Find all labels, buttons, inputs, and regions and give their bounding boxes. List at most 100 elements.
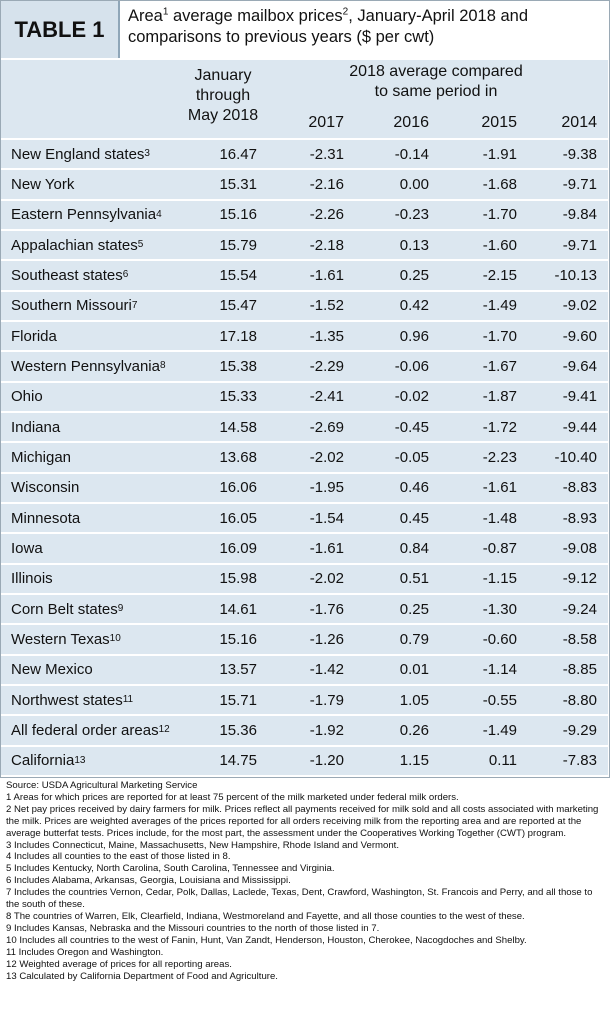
value-cell: -1.87 [482, 388, 517, 406]
footnote: 13 Calculated by California Department o… [6, 970, 278, 982]
footnote: 5 Includes Kentucky, North Carolina, Sou… [6, 863, 335, 875]
value-cell: -1.70 [482, 327, 517, 345]
table-row: Western Texas 10 15.16 -1.26 0.79 -0.60 -8.58 [1, 623, 608, 654]
value-cell: 15.54 [219, 266, 257, 284]
value-cell: 16.09 [219, 539, 257, 557]
value-cell: -1.61 [309, 539, 344, 557]
footnotes: Source: USDA Agricultural Marketing Serv… [6, 780, 606, 982]
value-cell: 16.47 [219, 145, 257, 163]
value-cell: 15.33 [219, 388, 257, 406]
value-cell: -1.42 [309, 661, 344, 679]
value-cell: -9.64 [562, 357, 597, 375]
row-label: Iowa [11, 534, 181, 562]
row-name: Corn Belt states [11, 600, 118, 618]
row-name: Florida [11, 327, 57, 345]
value-cell: -9.71 [562, 236, 597, 254]
value-cell: 14.75 [219, 752, 257, 770]
value-cell: 0.51 [399, 570, 429, 588]
title-superscript: 2 [342, 6, 349, 18]
value-cell: -2.23 [482, 448, 517, 466]
value-cell: -0.06 [394, 357, 429, 375]
value-cell: -2.29 [309, 357, 344, 375]
value-cell: 0.11 [488, 752, 517, 770]
row-label: Southeast states 6 [11, 266, 129, 284]
table-row: Illinois 15.98 -2.02 0.51 -1.15 -9.12 [1, 562, 608, 593]
header-line: 2018 average compared [349, 63, 523, 80]
table-row: Southeast states 6 15.54 -1.61 0.25 -2.15 -10.… [1, 259, 608, 290]
row-label: Illinois [11, 565, 181, 593]
header-line: January [194, 67, 252, 84]
year-header: 2017 [308, 114, 344, 131]
value-cell: 0.01 [399, 661, 429, 679]
row-name: New Mexico [11, 661, 93, 679]
value-cell: 0.45 [399, 509, 429, 527]
table-row: New York 15.31 -2.16 0.00 -1.68 -9.71 [1, 168, 608, 199]
footnote: 3 Includes Connecticut, Maine, Massachus… [6, 839, 400, 851]
value-cell: 14.58 [219, 418, 257, 436]
value-cell: 17.18 [219, 327, 257, 345]
value-cell: 15.71 [219, 691, 257, 709]
value-cell: 16.05 [219, 509, 257, 527]
year-header: 2016 [393, 114, 429, 131]
value-cell: -0.14 [394, 145, 429, 163]
row-name: Eastern Pennsylvania [11, 206, 157, 224]
footnote: 11 Includes Oregon and Washington. [6, 946, 164, 958]
row-name: Ohio [11, 388, 43, 406]
row-name: California [11, 752, 75, 770]
value-cell: -0.60 [482, 630, 517, 648]
value-cell: -7.83 [562, 752, 597, 770]
table-row: Corn Belt states 9 14.61 -1.76 0.25 -1.30 -9.2… [1, 592, 608, 624]
value-cell: 15.16 [219, 630, 257, 648]
footnote: 7 Includes the countries Vernon, Cedar, … [6, 887, 593, 911]
row-name: Michigan [11, 448, 72, 466]
header-line: to same period in [374, 83, 498, 100]
table-row: New Mexico 13.57 -1.42 0.01 -1.14 -8.85 [1, 653, 608, 684]
value-cell: -1.91 [482, 145, 517, 163]
value-cell: -1.26 [309, 630, 344, 648]
table-row: All federal order areas 12 15.36 -1.92 0.26 -… [1, 714, 608, 745]
value-cell: -0.02 [394, 388, 429, 406]
row-name: New England states [11, 145, 145, 163]
value-cell: 0.79 [399, 630, 429, 648]
value-cell: -8.80 [562, 691, 597, 709]
value-cell: -1.76 [309, 600, 344, 618]
value-cell: 14.61 [219, 600, 257, 618]
row-name: Illinois [11, 570, 53, 588]
value-cell: 0.25 [399, 266, 429, 284]
value-cell: -1.35 [309, 327, 344, 345]
value-cell: -9.60 [562, 327, 597, 345]
value-cell: -0.55 [482, 691, 517, 709]
value-cell: -2.02 [309, 570, 344, 588]
value-cell: -1.20 [309, 752, 344, 770]
table-title: Area1 average mailbox prices2, January-A… [128, 6, 598, 48]
value-cell: 13.68 [219, 448, 257, 466]
first-column-header: January through May 2018 [176, 66, 270, 126]
row-name: Southern Missouri [11, 297, 132, 315]
table-row: Minnesota 16.05 -1.54 0.45 -1.48 -8.93 [1, 501, 608, 533]
row-label: Ohio [11, 383, 181, 411]
table-row: California 13 14.75 -1.20 1.15 0.11 -7.83 [1, 744, 608, 775]
row-label: Florida [11, 322, 181, 350]
value-cell: -9.29 [562, 721, 597, 739]
value-cell: 0.96 [399, 327, 429, 345]
row-name: Western Pennsylvania [11, 357, 160, 375]
row-name: Western Texas [11, 630, 110, 648]
value-cell: -9.02 [562, 297, 597, 315]
row-label: New Mexico [11, 656, 181, 684]
row-label: Western Texas 10 [11, 630, 121, 648]
value-cell: -9.41 [562, 388, 597, 406]
row-name: Indiana [11, 418, 61, 436]
row-name: Northwest states [11, 691, 123, 709]
value-cell: -2.15 [482, 266, 517, 284]
footnote: Source: USDA Agricultural Marketing Serv… [6, 780, 198, 791]
table-row: Eastern Pennsylvania 4 15.16 -2.26 -0.23 -1.7… [1, 198, 608, 229]
table-row: Ohio 15.33 -2.41 -0.02 -1.87 -9.41 [1, 380, 608, 411]
footnote: 12 Weighted average of prices for all re… [6, 958, 232, 970]
footnote: 4 Includes all counties to the east of t… [6, 851, 231, 863]
row-label: California 13 [11, 752, 86, 770]
value-cell: -1.52 [309, 297, 344, 315]
value-cell: -1.14 [482, 661, 517, 679]
row-label: New York [11, 170, 181, 198]
value-cell: 15.79 [219, 236, 257, 254]
